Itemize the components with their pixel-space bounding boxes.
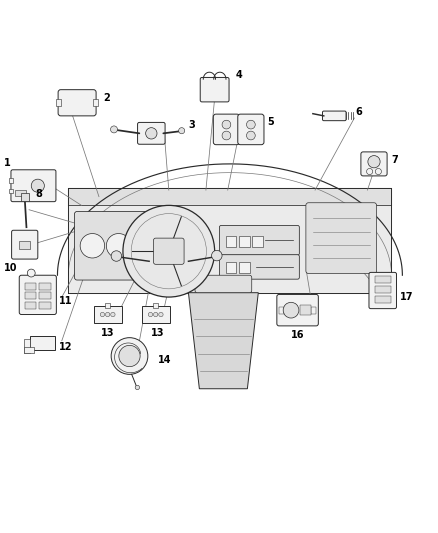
Circle shape [123, 205, 215, 297]
Bar [19, 241, 30, 249]
Text: 13: 13 [151, 328, 165, 338]
Circle shape [179, 128, 185, 134]
Bar [25, 282, 36, 289]
FancyBboxPatch shape [94, 306, 122, 323]
FancyBboxPatch shape [195, 275, 252, 293]
Text: 13: 13 [101, 328, 114, 338]
Bar [375, 295, 391, 303]
Bar [21, 193, 29, 201]
Circle shape [128, 238, 144, 254]
FancyBboxPatch shape [12, 230, 38, 259]
Circle shape [111, 338, 148, 374]
Circle shape [222, 120, 231, 129]
FancyBboxPatch shape [11, 170, 56, 201]
Bar [9, 179, 13, 183]
Bar [24, 348, 34, 352]
Bar [105, 303, 110, 308]
FancyBboxPatch shape [219, 225, 299, 255]
Circle shape [27, 269, 35, 277]
Circle shape [111, 312, 115, 317]
Text: 11: 11 [60, 296, 73, 306]
Polygon shape [149, 240, 188, 293]
Bar [252, 236, 263, 247]
Bar [311, 306, 316, 313]
Bar [29, 336, 55, 350]
Circle shape [111, 251, 122, 261]
Circle shape [31, 179, 44, 192]
Bar [39, 302, 51, 309]
Text: 1: 1 [4, 158, 11, 168]
Circle shape [222, 131, 231, 140]
Circle shape [106, 312, 110, 317]
Circle shape [375, 168, 381, 175]
Text: 8: 8 [35, 189, 42, 199]
Circle shape [131, 214, 206, 289]
Bar [25, 292, 36, 299]
Bar [24, 340, 29, 352]
Circle shape [368, 156, 380, 168]
Circle shape [283, 302, 299, 318]
Text: 12: 12 [59, 342, 73, 352]
FancyBboxPatch shape [200, 77, 229, 102]
FancyBboxPatch shape [138, 123, 165, 144]
Circle shape [146, 128, 157, 139]
Bar [300, 305, 311, 316]
Bar [39, 292, 51, 299]
Bar [25, 302, 36, 309]
Bar [93, 99, 98, 106]
FancyBboxPatch shape [142, 306, 170, 323]
Bar [239, 236, 250, 247]
FancyBboxPatch shape [219, 255, 299, 279]
Text: 3: 3 [188, 119, 195, 130]
FancyBboxPatch shape [369, 272, 396, 309]
Bar [15, 190, 26, 197]
Bar [39, 282, 51, 289]
Text: 7: 7 [392, 155, 398, 165]
Text: 5: 5 [267, 117, 274, 127]
Circle shape [247, 131, 255, 140]
Text: 10: 10 [4, 263, 18, 272]
Bar [375, 276, 391, 284]
FancyBboxPatch shape [306, 203, 377, 273]
FancyBboxPatch shape [58, 90, 96, 116]
Circle shape [159, 241, 179, 261]
Bar [57, 99, 61, 106]
FancyBboxPatch shape [213, 114, 240, 144]
Circle shape [119, 345, 140, 367]
Circle shape [153, 312, 158, 317]
Text: 16: 16 [291, 330, 304, 340]
Text: 14: 14 [157, 356, 171, 365]
Text: 17: 17 [400, 292, 413, 302]
Circle shape [159, 312, 163, 317]
Text: 4: 4 [235, 70, 242, 80]
Circle shape [148, 312, 152, 317]
Circle shape [367, 168, 373, 175]
Polygon shape [188, 293, 258, 389]
Circle shape [100, 312, 105, 317]
Bar [279, 306, 284, 313]
Bar [9, 189, 13, 193]
FancyBboxPatch shape [153, 238, 184, 264]
Circle shape [247, 120, 255, 129]
Bar [226, 262, 237, 273]
Circle shape [212, 251, 222, 261]
Polygon shape [68, 205, 392, 293]
Circle shape [80, 233, 105, 258]
FancyBboxPatch shape [238, 114, 264, 144]
Circle shape [110, 126, 117, 133]
Circle shape [135, 385, 140, 390]
Bar [226, 236, 237, 247]
FancyBboxPatch shape [19, 275, 57, 314]
Text: 6: 6 [356, 107, 362, 117]
FancyBboxPatch shape [277, 294, 318, 326]
Bar [239, 262, 250, 273]
Circle shape [106, 233, 131, 258]
FancyBboxPatch shape [322, 111, 346, 120]
Bar [375, 286, 391, 293]
Text: 2: 2 [103, 93, 110, 103]
FancyBboxPatch shape [361, 152, 387, 176]
Bar [153, 303, 158, 308]
FancyBboxPatch shape [74, 212, 148, 280]
